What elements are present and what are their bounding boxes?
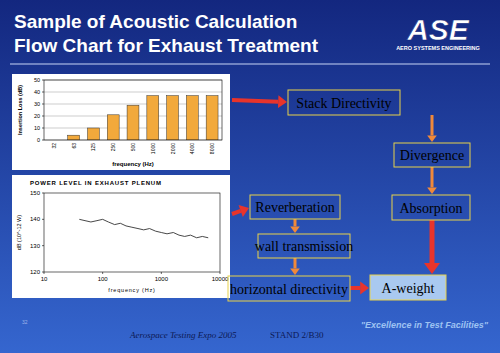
tick-label: 20 xyxy=(34,113,40,119)
flow-node xyxy=(394,143,470,167)
bar xyxy=(107,115,119,140)
tick-label: 0 xyxy=(37,137,40,143)
flow-node xyxy=(250,195,340,219)
node-label: Absorption xyxy=(400,201,463,216)
title: Sample of Acoustic Calculation xyxy=(14,11,297,32)
bar xyxy=(206,96,218,140)
page-number: 32 xyxy=(22,319,28,325)
arrow-shaft xyxy=(294,219,297,226)
arrow-shaft xyxy=(431,115,434,135)
tick-label: 1000 xyxy=(150,143,156,154)
arrow-shaft xyxy=(350,286,360,290)
plot-frame xyxy=(44,193,220,272)
axis-label: Insertion Loss (dB) xyxy=(17,85,23,135)
axis-label: frequency (Hz) xyxy=(108,287,155,293)
slide: Sample of Acoustic Calculation Flow Chart… xyxy=(0,0,500,353)
logo-subtitle: AERO SYSTEMS ENGINEERING xyxy=(396,45,480,51)
arrow-shaft xyxy=(294,258,297,268)
tick-label: 10 xyxy=(34,125,40,131)
bar xyxy=(167,96,179,140)
header-rule xyxy=(10,64,490,65)
tick-label: 8000 xyxy=(209,143,215,154)
line xyxy=(79,219,208,237)
logo: ASE xyxy=(406,13,470,46)
line-group xyxy=(79,219,208,237)
bar xyxy=(186,96,198,140)
tick-label: 250 xyxy=(110,143,116,152)
node-label: wall transmission xyxy=(255,239,353,254)
arrow-head xyxy=(360,282,369,295)
grid-line xyxy=(44,92,222,93)
tick-label: 140 xyxy=(30,216,41,222)
chart-panel xyxy=(12,175,230,298)
tick-label: 100 xyxy=(98,276,109,282)
footer-stand: STAND 2/B30 xyxy=(270,330,324,340)
arrow-head xyxy=(290,226,300,233)
arrow-head xyxy=(424,263,440,274)
arrow-shaft xyxy=(430,220,435,263)
arrow-head xyxy=(278,95,287,108)
tick-label: 150 xyxy=(30,190,41,196)
bar xyxy=(88,128,100,140)
tick-label: 40 xyxy=(34,89,40,95)
tick-label: 50 xyxy=(34,77,40,83)
bars xyxy=(68,96,218,140)
arrow-shaft xyxy=(431,167,434,187)
tick-label: 30 xyxy=(34,101,40,107)
slogan: "Excellence in Test Facilities" xyxy=(361,320,489,330)
flow-node xyxy=(288,90,400,115)
bar xyxy=(68,135,80,140)
arrow-head xyxy=(427,135,437,142)
flow-node xyxy=(370,275,446,300)
tick-label: 500 xyxy=(130,143,136,152)
flow-node xyxy=(392,195,470,220)
title: Flow Chart for Exhaust Treatment xyxy=(14,35,319,56)
bar xyxy=(127,105,139,140)
arrow-shaft xyxy=(232,100,278,102)
tick-label: 4000 xyxy=(189,143,195,154)
tick-label: 130 xyxy=(30,243,41,249)
arrow-shaft xyxy=(232,211,241,214)
chart-title: POWER LEVEL IN EXHAUST PLENUM xyxy=(30,180,162,186)
background xyxy=(0,0,500,353)
plot-frame xyxy=(44,80,222,140)
arrow-head xyxy=(239,205,249,217)
node-label: A-weight xyxy=(382,281,435,296)
tick-label: 10 xyxy=(41,276,48,282)
axis-label: frequency (Hz) xyxy=(112,161,154,167)
flow-node xyxy=(228,276,350,301)
arrow-head xyxy=(290,268,300,275)
tick-label: 10000 xyxy=(212,276,229,282)
chart-panel xyxy=(12,74,230,170)
node-label: Reverberation xyxy=(255,200,334,215)
node-label: horizontal directivity xyxy=(230,282,348,297)
footer-event: Aerospace Testing Expo 2005 xyxy=(129,330,237,340)
axis-label: dB (10^-12 W) xyxy=(16,215,22,250)
tick-label: 63 xyxy=(71,143,77,149)
node-label: Stack Directivity xyxy=(296,96,391,111)
tick-label: 125 xyxy=(90,143,96,152)
arrow-head xyxy=(427,187,437,194)
tick-label: 2000 xyxy=(170,143,176,154)
tick-label: 1000 xyxy=(155,276,169,282)
tick-label: 32 xyxy=(51,143,57,149)
bar xyxy=(147,96,159,140)
tick-label: 120 xyxy=(30,269,41,275)
node-label: Divergence xyxy=(400,148,464,163)
